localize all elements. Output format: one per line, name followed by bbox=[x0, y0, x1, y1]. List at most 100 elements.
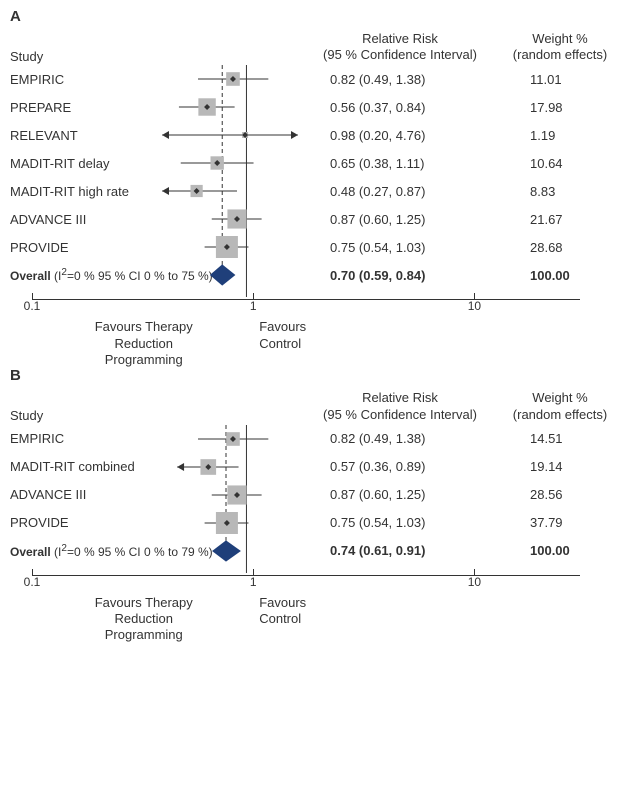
axis-tick: 0.1 bbox=[17, 569, 47, 589]
overall-wt: 100.00 bbox=[500, 268, 620, 283]
overall-wt: 100.00 bbox=[500, 543, 620, 558]
panel-b: B Study Relative Risk (95 % Confidence I… bbox=[10, 367, 633, 638]
panel-a-rows: EMPIRIC0.82 (0.49, 1.38)11.01 PREPARE 0.56… bbox=[10, 65, 633, 261]
rr-value: 0.65 (0.38, 1.11) bbox=[300, 156, 500, 171]
forest-row: ADVANCE III 0.87 (0.60, 1.25)28.56 bbox=[10, 481, 633, 509]
forest-row: MADIT-RIT high rate 0.48 (0.27, 0.87)8.83 bbox=[10, 177, 633, 205]
axis-tick-label: 0.1 bbox=[17, 299, 47, 313]
weight-value: 28.56 bbox=[500, 487, 620, 502]
weight-value: 17.98 bbox=[500, 100, 620, 115]
weight-value: 11.01 bbox=[500, 72, 620, 87]
favours-left: Favours TherapyReductionProgramming bbox=[64, 319, 224, 368]
forest-row: PROVIDE 0.75 (0.54, 1.03)28.68 bbox=[10, 233, 633, 261]
axis-tick-label: 0.1 bbox=[17, 575, 47, 589]
header-rr: Relative Risk (95 % Confidence Interval) bbox=[300, 390, 500, 424]
panel-b-headers: Study Relative Risk (95 % Confidence Int… bbox=[10, 390, 633, 424]
study-name: PROVIDE bbox=[10, 240, 160, 255]
forest-row: MADIT-RIT delay 0.65 (0.38, 1.11)10.64 bbox=[10, 149, 633, 177]
header-study: Study bbox=[10, 390, 300, 424]
study-name: MADIT-RIT delay bbox=[10, 156, 160, 171]
rr-value: 0.48 (0.27, 0.87) bbox=[300, 184, 500, 199]
rr-value: 0.56 (0.37, 0.84) bbox=[300, 100, 500, 115]
study-name: MADIT-RIT high rate bbox=[10, 184, 160, 199]
axis-tick-label: 10 bbox=[459, 299, 489, 313]
study-name: ADVANCE III bbox=[10, 212, 160, 227]
forest-cell bbox=[160, 509, 300, 537]
study-name: EMPIRIC bbox=[10, 431, 160, 446]
forest-cell bbox=[160, 121, 300, 149]
favours-left: Favours TherapyReductionProgramming bbox=[64, 595, 224, 644]
rr-value: 0.57 (0.36, 0.89) bbox=[300, 459, 500, 474]
header-wt-l2: (random effects) bbox=[513, 47, 607, 62]
rr-value: 0.75 (0.54, 1.03) bbox=[300, 240, 500, 255]
panel-a-axis: 0.1110Favours TherapyReductionProgrammin… bbox=[10, 293, 633, 363]
header-wt-l1: Weight % bbox=[532, 390, 587, 405]
forest-row: RELEVANT 0.98 (0.20, 4.76)1.19 bbox=[10, 121, 633, 149]
panel-a-label: A bbox=[10, 8, 633, 25]
header-study: Study bbox=[10, 31, 300, 65]
favours-right: FavoursControl bbox=[259, 319, 419, 352]
weight-value: 14.51 bbox=[500, 431, 620, 446]
panel-a-headers: Study Relative Risk (95 % Confidence Int… bbox=[10, 31, 633, 65]
panel-a: A Study Relative Risk (95 % Confidence I… bbox=[10, 8, 633, 363]
overall-prefix: Overall bbox=[10, 269, 54, 283]
forest-cell bbox=[160, 205, 300, 233]
forest-cell bbox=[160, 177, 300, 205]
study-name: PROVIDE bbox=[10, 515, 160, 530]
panel-a-overall-row: Overall (I2=0 % 95 % CI 0 % to 75 %) 0.7… bbox=[10, 261, 633, 289]
axis-tick: 0.1 bbox=[17, 293, 47, 313]
favours-right: FavoursControl bbox=[259, 595, 419, 628]
header-wt: Weight % (random effects) bbox=[500, 31, 620, 65]
header-rr-l1: Relative Risk bbox=[362, 31, 438, 46]
overall-rr: 0.74 (0.61, 0.91) bbox=[300, 543, 500, 558]
axis-tick: 1 bbox=[238, 569, 268, 589]
forest-row: ADVANCE III 0.87 (0.60, 1.25)21.67 bbox=[10, 205, 633, 233]
axis-tick-label: 1 bbox=[238, 575, 268, 589]
rr-value: 0.75 (0.54, 1.03) bbox=[300, 515, 500, 530]
axis-tick: 10 bbox=[459, 293, 489, 313]
forest-row: PROVIDE 0.75 (0.54, 1.03)37.79 bbox=[10, 509, 633, 537]
panel-a-body: EMPIRIC0.82 (0.49, 1.38)11.01 PREPARE 0.56… bbox=[10, 65, 633, 289]
header-wt-l2: (random effects) bbox=[513, 407, 607, 422]
forest-row: EMPIRIC 0.82 (0.49, 1.38)14.51 bbox=[10, 425, 633, 453]
weight-value: 10.64 bbox=[500, 156, 620, 171]
header-wt: Weight % (random effects) bbox=[500, 390, 620, 424]
rr-value: 0.98 (0.20, 4.76) bbox=[300, 128, 500, 143]
forest-cell bbox=[160, 149, 300, 177]
axis-tick-label: 10 bbox=[459, 575, 489, 589]
panel-b-body: EMPIRIC 0.82 (0.49, 1.38)14.51 MADIT-RIT c… bbox=[10, 425, 633, 565]
forest-cell bbox=[160, 453, 300, 481]
forest-row: PREPARE 0.56 (0.37, 0.84)17.98 bbox=[10, 93, 633, 121]
weight-value: 8.83 bbox=[500, 184, 620, 199]
study-name: ADVANCE III bbox=[10, 487, 160, 502]
study-name: MADIT-RIT combined bbox=[10, 459, 160, 474]
forest-row: MADIT-RIT combined 0.57 (0.36, 0.89)19.14 bbox=[10, 453, 633, 481]
study-name: RELEVANT bbox=[10, 128, 160, 143]
forest-row: EMPIRIC0.82 (0.49, 1.38)11.01 bbox=[10, 65, 633, 93]
panel-b-overall-row: Overall (I2=0 % 95 % CI 0 % to 79 %) 0.7… bbox=[10, 537, 633, 565]
panel-b-rows: EMPIRIC 0.82 (0.49, 1.38)14.51 MADIT-RIT c… bbox=[10, 425, 633, 537]
rr-value: 0.82 (0.49, 1.38) bbox=[300, 72, 500, 87]
panel-b-label: B bbox=[10, 367, 633, 384]
weight-value: 1.19 bbox=[500, 128, 620, 143]
header-rr-l2: (95 % Confidence Interval) bbox=[323, 407, 477, 422]
forest-cell bbox=[160, 425, 300, 453]
axis-tick: 1 bbox=[238, 293, 268, 313]
forest-cell bbox=[160, 65, 300, 93]
rr-value: 0.87 (0.60, 1.25) bbox=[300, 212, 500, 227]
header-rr-l1: Relative Risk bbox=[362, 390, 438, 405]
axis-tick: 10 bbox=[459, 569, 489, 589]
overall-rr: 0.70 (0.59, 0.84) bbox=[300, 268, 500, 283]
weight-value: 28.68 bbox=[500, 240, 620, 255]
panel-b-axis: 0.1110Favours TherapyReductionProgrammin… bbox=[10, 569, 633, 639]
header-rr: Relative Risk (95 % Confidence Interval) bbox=[300, 31, 500, 65]
rr-value: 0.82 (0.49, 1.38) bbox=[300, 431, 500, 446]
weight-value: 21.67 bbox=[500, 212, 620, 227]
forest-cell bbox=[160, 481, 300, 509]
study-name: PREPARE bbox=[10, 100, 160, 115]
forest-cell bbox=[160, 233, 300, 261]
rr-value: 0.87 (0.60, 1.25) bbox=[300, 487, 500, 502]
weight-value: 37.79 bbox=[500, 515, 620, 530]
weight-value: 19.14 bbox=[500, 459, 620, 474]
header-wt-l1: Weight % bbox=[532, 31, 587, 46]
